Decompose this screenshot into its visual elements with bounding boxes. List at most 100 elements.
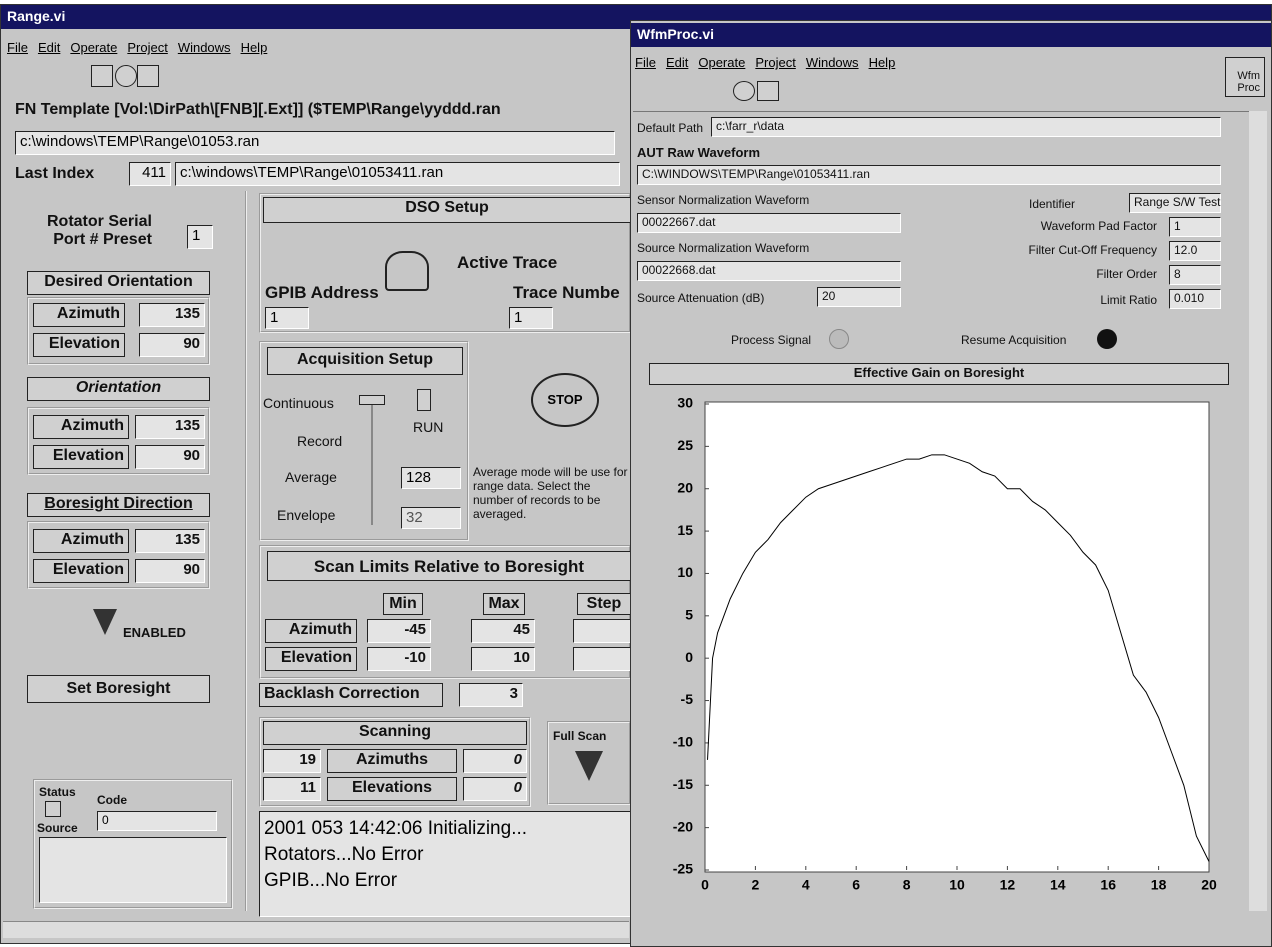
order-input[interactable]: 8: [1169, 265, 1221, 285]
scrollbar[interactable]: [1249, 111, 1267, 911]
x-tick-label: 8: [903, 877, 911, 893]
mode-label: Average: [285, 469, 337, 485]
limit-input[interactable]: 0.010: [1169, 289, 1221, 309]
x-tick-label: 6: [852, 877, 860, 893]
enabled-led[interactable]: [93, 609, 117, 635]
label: Elevation: [265, 647, 357, 671]
trace-input[interactable]: 1: [509, 307, 553, 329]
enabled-label: ENABLED: [123, 625, 186, 640]
attenuation-input[interactable]: 20: [817, 287, 901, 307]
sensor-file[interactable]: 00022667.dat: [637, 213, 901, 233]
run-switch[interactable]: [417, 389, 431, 411]
aut-path[interactable]: C:\WINDOWS\TEMP\Range\01053411.ran: [637, 165, 1221, 185]
rotator-port-label: Rotator Serial Port # Preset: [47, 213, 152, 249]
x-tick-label: 14: [1050, 877, 1066, 893]
log-line: 2001 053 14:42:06 Initializing...: [264, 818, 528, 839]
y-tick-label: 15: [677, 522, 693, 538]
pause-button[interactable]: [757, 81, 779, 101]
y-tick-label: 10: [677, 564, 693, 580]
set-boresight-button[interactable]: Set Boresight: [27, 675, 210, 703]
menu-item[interactable]: Operate: [70, 40, 118, 55]
envelope-input[interactable]: 32: [401, 507, 461, 529]
stop-button[interactable]: STOP: [531, 373, 599, 427]
max-input[interactable]: 45: [471, 619, 535, 643]
scrollbar[interactable]: [3, 921, 629, 938]
icon-text: Wfm: [1237, 70, 1260, 82]
label: Azimuth: [33, 415, 129, 439]
backlash-input[interactable]: 3: [459, 683, 523, 707]
source-file[interactable]: 00022668.dat: [637, 261, 901, 281]
slider-thumb[interactable]: [359, 395, 385, 405]
run-button[interactable]: [91, 65, 113, 87]
rotator-port[interactable]: 1: [187, 225, 213, 249]
mode-label: Record: [297, 433, 343, 449]
elevation-indicator: 90: [135, 559, 205, 583]
cutoff-input[interactable]: 12.0: [1169, 241, 1221, 261]
label: Azimuths: [327, 749, 457, 773]
last-index[interactable]: 411: [129, 162, 171, 186]
menu-item[interactable]: Help: [868, 55, 896, 70]
value: 0: [463, 777, 527, 801]
menu-item[interactable]: Operate: [698, 55, 746, 70]
window-title: WfmProc.vi: [637, 26, 715, 42]
abort-button[interactable]: [733, 81, 755, 101]
step-input[interactable]: [573, 647, 631, 671]
label-line: Rotator Serial: [47, 213, 152, 230]
y-tick-label: -10: [673, 734, 693, 750]
menu-item[interactable]: Edit: [665, 55, 689, 70]
min-input[interactable]: -10: [367, 647, 431, 671]
abort-button[interactable]: [115, 65, 137, 87]
label: Sensor Normalization Waveform: [637, 193, 810, 207]
process-led[interactable]: [829, 329, 849, 349]
label: Limit Ratio: [1100, 293, 1157, 307]
log-line: GPIB...No Error: [264, 870, 398, 891]
plot-area: [704, 401, 1210, 873]
pause-button[interactable]: [137, 65, 159, 87]
menu-item[interactable]: Project: [127, 40, 168, 55]
pad-input[interactable]: 1: [1169, 217, 1221, 237]
label: Identifier: [1029, 197, 1076, 211]
menu-item[interactable]: Windows: [177, 40, 231, 55]
menu-bar: File Edit Operate Project Windows Help: [635, 55, 905, 70]
average-input[interactable]: 128: [401, 467, 461, 489]
graph-title: Effective Gain on Boresight: [649, 363, 1229, 385]
trace-switch[interactable]: [385, 251, 429, 291]
menu-item[interactable]: Help: [240, 40, 268, 55]
azimuth-indicator: 135: [135, 415, 205, 439]
column-label: Min: [383, 593, 423, 615]
frame: [27, 521, 210, 589]
azimuth-input[interactable]: 135: [139, 303, 205, 327]
menu-item[interactable]: Project: [755, 55, 796, 70]
menu-bar: File Edit Operate Project Windows Help: [7, 39, 277, 57]
identifier[interactable]: Range S/W Test: [1129, 193, 1221, 213]
label: Backlash Correction: [259, 683, 443, 707]
label: GPIB Address: [265, 283, 379, 302]
title-bar: WfmProc.vi: [631, 23, 1271, 47]
last-index-path[interactable]: c:\windows\TEMP\Range\01053411.ran: [175, 162, 620, 186]
resume-led[interactable]: [1097, 329, 1117, 349]
section-label: Scanning: [263, 721, 527, 745]
default-path[interactable]: c:\farr_r\data: [711, 117, 1221, 137]
full-scan-button[interactable]: [575, 751, 603, 781]
max-input[interactable]: 10: [471, 647, 535, 671]
gpib-input[interactable]: 1: [265, 307, 309, 329]
x-tick-label: 12: [1000, 877, 1016, 893]
elevation-input[interactable]: 90: [139, 333, 205, 357]
menu-item[interactable]: File: [7, 40, 28, 55]
scanning-frame: [259, 717, 531, 807]
step-input[interactable]: [573, 619, 631, 643]
log-line: Rotators...No Error: [264, 844, 424, 865]
label: Waveform Pad Factor: [1040, 219, 1157, 233]
file-path[interactable]: c:\windows\TEMP\Range\01053.ran: [15, 131, 615, 155]
min-input[interactable]: -45: [367, 619, 431, 643]
menu-item[interactable]: File: [635, 55, 656, 70]
status-label: Status: [39, 785, 76, 799]
graph: -25 -20 -15 -10 -5 0 5 10 15 20 25 30 0 2 4 6 8 10 12 14 16 1…: [648, 386, 1230, 906]
acquisition-frame: [259, 341, 469, 541]
mode-slider[interactable]: [371, 397, 373, 525]
menu-item[interactable]: Edit: [37, 40, 61, 55]
mode-label: Envelope: [277, 507, 336, 523]
menu-item[interactable]: Windows: [805, 55, 859, 70]
section-label: Desired Orientation: [27, 271, 210, 295]
